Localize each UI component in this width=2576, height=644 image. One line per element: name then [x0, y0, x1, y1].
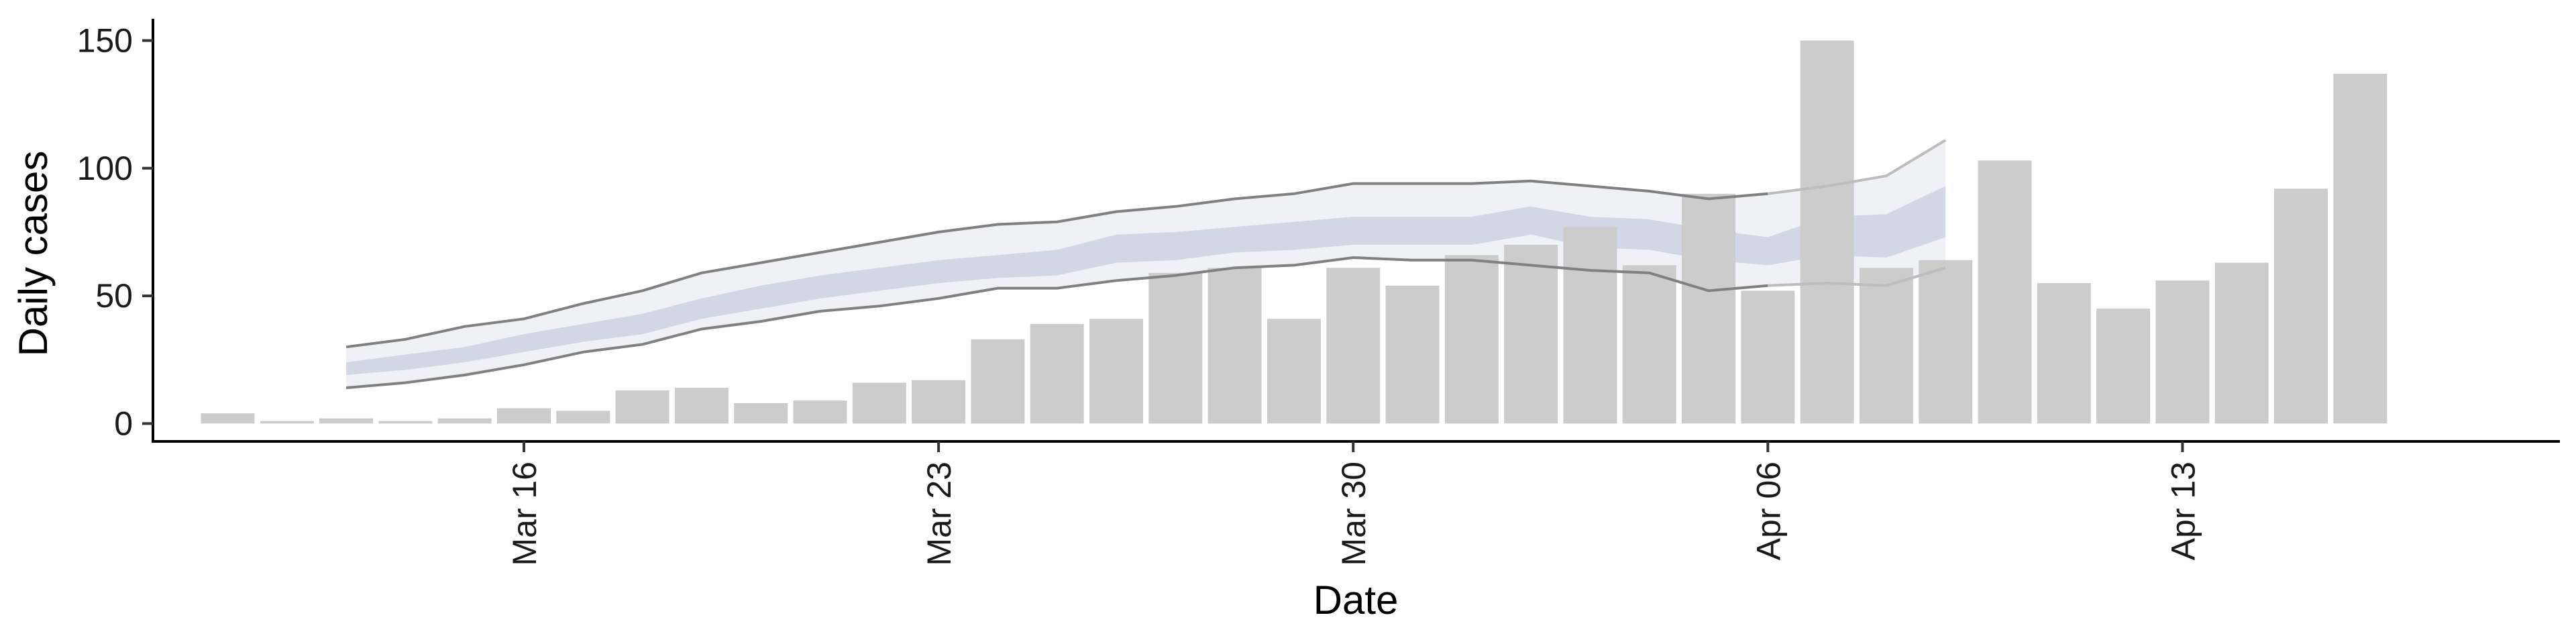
- y-tick-label: 0: [114, 405, 133, 442]
- band-inner: [346, 186, 1946, 375]
- bar: [1563, 227, 1617, 424]
- bar: [1800, 40, 1854, 424]
- line-layer: [345, 139, 1947, 390]
- bar: [1385, 285, 1440, 424]
- bar: [260, 421, 314, 424]
- x-tick-label: Apr 13: [2164, 462, 2202, 560]
- bar: [1148, 272, 1203, 424]
- band-upper-line: [345, 179, 1768, 349]
- bar: [1741, 290, 1795, 424]
- x-tick-label: Apr 06: [1750, 462, 1787, 560]
- bar: [1089, 319, 1143, 424]
- axes: 0 50 100 150 Mar 16 Mar 23 Mar 30 Apr 06 Apr 13: [77, 19, 2560, 566]
- bar: [2333, 73, 2387, 424]
- bar: [1919, 260, 1973, 424]
- x-tick-label: Mar 30: [1335, 462, 1373, 566]
- bar: [497, 408, 551, 424]
- bar: [437, 418, 492, 424]
- y-axis-title: Daily cases: [11, 151, 56, 357]
- band-layer: [346, 140, 1946, 388]
- bar: [1682, 193, 1735, 424]
- bar-layer: [201, 40, 2387, 424]
- y-tick-label: 100: [77, 150, 133, 187]
- bar: [556, 411, 610, 424]
- bar: [1859, 268, 1913, 424]
- bar: [615, 390, 669, 424]
- bar: [793, 400, 847, 424]
- bar: [2155, 280, 2210, 424]
- bar: [1326, 268, 1381, 424]
- bar: [674, 388, 729, 424]
- bar: [1978, 160, 2032, 424]
- band-lower-line-tail: [1768, 266, 1946, 287]
- y-tick-label: 50: [95, 277, 133, 315]
- bar: [1030, 323, 1084, 424]
- x-tick-label: Mar 16: [506, 462, 543, 566]
- bar: [1267, 319, 1321, 424]
- bar: [1622, 265, 1676, 424]
- bar: [1208, 268, 1262, 424]
- bar: [319, 418, 374, 424]
- bar: [1504, 244, 1558, 424]
- bar: [2274, 189, 2328, 424]
- bar: [201, 413, 255, 424]
- x-tick-label: Mar 23: [920, 462, 958, 566]
- x-axis-title: Date: [1313, 578, 1399, 623]
- bar: [852, 382, 906, 424]
- bar: [1444, 255, 1499, 424]
- band-outer: [346, 140, 1946, 388]
- band-lower-line: [345, 256, 1768, 390]
- bar: [2037, 283, 2091, 424]
- bar: [378, 421, 433, 424]
- bar: [734, 402, 788, 424]
- bar: [2214, 262, 2269, 424]
- y-tick-label: 150: [77, 21, 133, 59]
- bar: [912, 380, 966, 424]
- bar: [2096, 309, 2151, 424]
- band-upper-line-tail: [1768, 139, 1947, 195]
- bar: [971, 339, 1025, 424]
